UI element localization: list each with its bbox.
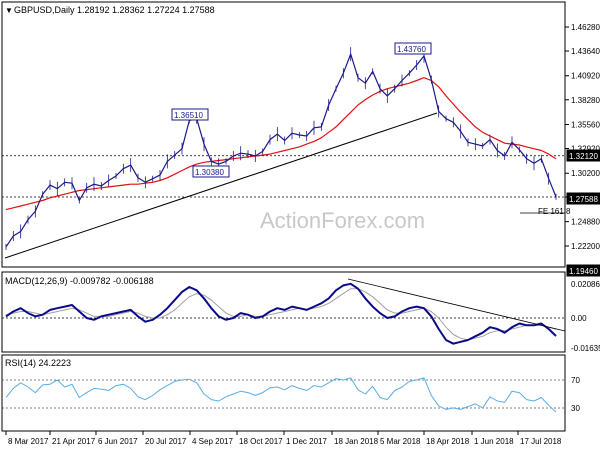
xtick-label: 17 Jul 2018 (520, 437, 562, 446)
low-label-text: 1.30380 (195, 168, 224, 177)
high-label-2-text: 1.43760 (397, 45, 426, 54)
price-ytick-label: 1.35560 (571, 120, 600, 129)
low-label-box (192, 165, 230, 178)
resistance-label-box (566, 149, 600, 162)
rsi-panel-frame (1, 354, 566, 432)
price-line (5, 53, 557, 248)
macd-line (5, 282, 557, 345)
macd-signal-line (5, 288, 557, 341)
xtick-label: 1 Dec 2017 (286, 437, 327, 446)
grid-layer (2, 155, 565, 198)
xtick-label: 18 Jan 2018 (334, 437, 379, 446)
rsi-ytick-label: 30 (571, 404, 580, 413)
xtick-label: 6 Jun 2017 (98, 437, 138, 446)
resistance-label-text: 1.32120 (569, 152, 598, 161)
high-label-1-box (171, 108, 209, 121)
xtick-label: 4 Sep 2017 (192, 437, 233, 446)
price-axis: 1.46280 1.43640 1.40920 1.38280 1.35560 1.329… (565, 23, 600, 251)
xtick-label: 5 Mar 2018 (380, 437, 421, 446)
fe-label: FE 161.8 (538, 207, 571, 216)
low-label: 1.30380 (192, 165, 230, 178)
bottom-label: 1.19460 (566, 264, 600, 277)
chart-header: GBPUSD,Daily 1.28192 1.28362 1.27224 1.2… (14, 5, 215, 15)
macd-trendline (347, 278, 566, 332)
xtick-label: 20 Jul 2017 (145, 437, 187, 446)
rsi-title: RSI(14) 24.2223 (5, 358, 71, 368)
price-ytick-label: 1.22200 (571, 242, 600, 251)
macd-layer: 0.020861 0.00 -0.016357 (2, 278, 600, 353)
macd-ytick-label: -0.016357 (571, 344, 600, 353)
price-ytick-label: 1.46280 (571, 23, 600, 32)
price-panel-frame (1, 1, 566, 268)
macd-ytick-label: 0.020861 (571, 280, 600, 289)
price-ytick-label: 1.43640 (571, 47, 600, 56)
xtick-label: 18 Oct 2017 (239, 437, 283, 446)
current-price-label-box (566, 192, 600, 205)
xtick-label: 1 Jun 2018 (474, 437, 514, 446)
high-label-2-box (394, 42, 432, 55)
high-label-2: 1.43760 (394, 42, 432, 55)
price-ytick-label: 1.40920 (571, 72, 600, 81)
rsi-ytick-label: 70 (571, 376, 580, 385)
macd-title: MACD(12,26,9) -0.009782 -0.006188 (5, 276, 154, 286)
current-price-label: 1.27588 (566, 192, 600, 205)
x-axis: 8 Mar 2017 21 Apr 2017 6 Jun 2017 20 Jul 20… (5, 431, 562, 446)
xtick-label: 8 Mar 2017 (8, 437, 49, 446)
high-label-1-text: 1.36510 (174, 111, 203, 120)
watermark: ActionForex.com (260, 208, 425, 233)
price-layer: 1.36510 1.30380 1.43760 1.32120 1.27588 1.194… (4, 42, 600, 277)
resistance-label: 1.32120 (566, 149, 600, 162)
dropdown-arrow-icon[interactable]: ▼ (5, 6, 13, 15)
bottom-label-text: 1.19460 (569, 267, 598, 276)
price-ytick-label: 1.30200 (571, 169, 600, 178)
macd-ytick-label: 0.00 (571, 314, 587, 323)
xtick-label: 18 Apr 2018 (426, 437, 470, 446)
price-ytick-label: 1.38280 (571, 96, 600, 105)
current-price-label-text: 1.27588 (569, 195, 598, 204)
bottom-label-box (566, 264, 600, 277)
xtick-label: 21 Apr 2017 (52, 437, 96, 446)
price-ytick-label: 1.24880 (571, 218, 600, 227)
price-ytick-label: 1.32920 (571, 145, 600, 154)
high-label-1: 1.36510 (171, 108, 209, 121)
rsi-layer: 70 30 (2, 376, 580, 413)
moving-average-line (5, 77, 557, 211)
rsi-line (5, 377, 557, 413)
uptrend-line (4, 112, 438, 259)
